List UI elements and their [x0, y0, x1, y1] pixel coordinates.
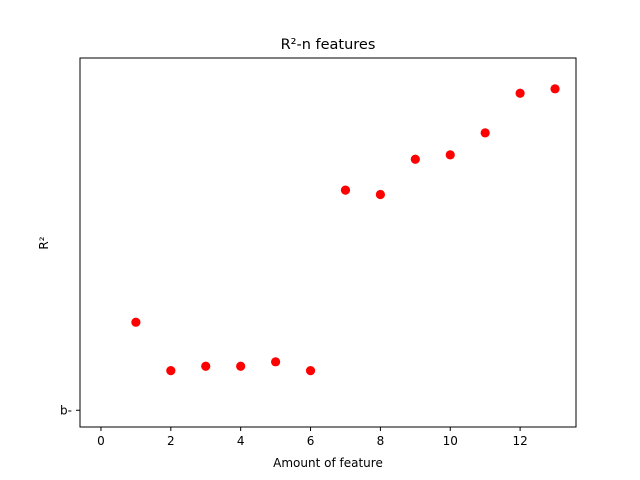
- data-point: [480, 128, 490, 138]
- x-tick-label: 8: [377, 434, 385, 448]
- x-axis: 0 2 4 6 8 10 12: [97, 427, 528, 448]
- data-point: [131, 317, 141, 327]
- data-point: [201, 361, 211, 371]
- data-point: [550, 84, 560, 94]
- data-point: [271, 357, 281, 367]
- data-points: [131, 84, 560, 376]
- y-axis-label: R²: [37, 236, 51, 249]
- data-point: [410, 154, 420, 164]
- x-tick-label: 12: [512, 434, 527, 448]
- x-tick-label: 4: [237, 434, 245, 448]
- x-tick-label: 0: [97, 434, 105, 448]
- data-point: [236, 361, 246, 371]
- y-tick-label: b-: [60, 403, 72, 417]
- chart-title: R²-n features: [281, 37, 376, 53]
- y-axis: b-: [60, 403, 80, 417]
- data-point: [515, 88, 525, 98]
- plot-area: [79, 57, 577, 428]
- x-tick-label: 6: [307, 434, 315, 448]
- data-point: [166, 366, 176, 376]
- data-point: [305, 366, 316, 376]
- x-tick-label: 10: [443, 434, 458, 448]
- x-axis-label: Amount of feature: [273, 456, 383, 470]
- data-point: [445, 150, 455, 160]
- x-tick-label: 2: [167, 434, 175, 448]
- data-point: [375, 189, 385, 200]
- data-point: [340, 185, 351, 195]
